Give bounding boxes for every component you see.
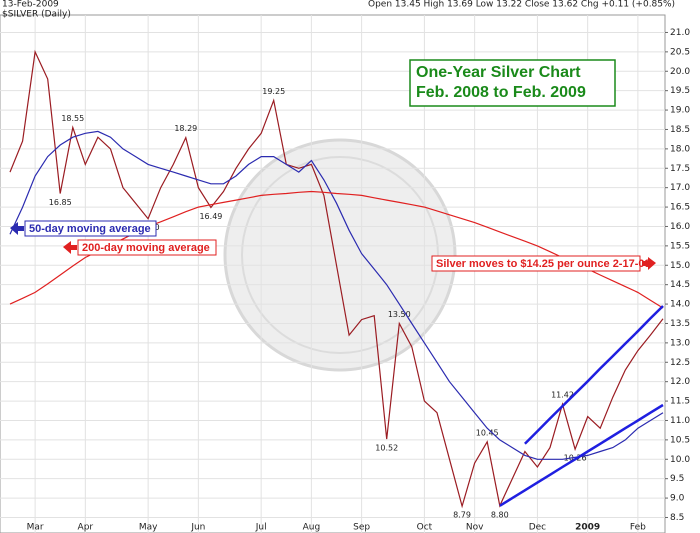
y-tick-label: 18.5 — [670, 125, 690, 135]
trend-line — [499, 403, 664, 507]
x-tick-label: Feb — [630, 523, 646, 533]
x-tick-label: Dec — [529, 523, 546, 533]
y-tick-label: 13.5 — [670, 319, 690, 329]
data-label: 10.52 — [375, 444, 398, 453]
y-tick-label: 21.0 — [670, 28, 690, 38]
x-tick-label: Mar — [27, 523, 44, 533]
y-tick-label: 14.0 — [670, 300, 690, 310]
title-box — [409, 59, 616, 107]
data-label: 11.42 — [551, 391, 574, 400]
x-tick-label: Oct — [417, 523, 433, 533]
annotation: Silver moves to $14.25 per ounce 2-17-09 — [436, 258, 651, 270]
moving-average-line — [9, 130, 664, 460]
data-label: 19.25 — [262, 87, 285, 96]
y-tick-label: 19.0 — [670, 106, 690, 116]
y-tick-label: 12.0 — [670, 377, 690, 387]
y-tick-label: 9.5 — [670, 474, 684, 484]
y-tick-label: 13.0 — [670, 338, 690, 348]
y-tick-label: 11.5 — [670, 397, 690, 407]
y-tick-label: 18.0 — [670, 144, 690, 154]
y-tick-label: 19.5 — [670, 86, 690, 96]
annotation-box — [431, 255, 641, 272]
data-label: 16.49 — [199, 212, 222, 221]
y-tick-label: 16.0 — [670, 222, 690, 232]
quote-label: Open 13.45 High 13.69 Low 13.22 Close 13… — [368, 0, 675, 10]
symbol-label: $SILVER (Daily) — [2, 10, 71, 20]
annotation: 50-day moving average — [29, 223, 151, 235]
y-tick-label: 10.0 — [670, 455, 690, 465]
data-label: 18.29 — [174, 124, 197, 133]
y-tick-label: 12.5 — [670, 358, 690, 368]
x-tick-label: 2009 — [575, 523, 600, 533]
data-label: 16.85 — [49, 198, 72, 207]
trend-line — [524, 305, 664, 445]
data-label: 10.45 — [476, 428, 499, 437]
y-tick-label: 14.5 — [670, 280, 690, 290]
price-line — [9, 49, 664, 509]
annotation-arrow — [642, 257, 656, 270]
x-tick-label: Aug — [303, 523, 321, 533]
y-tick-label: 20.0 — [670, 67, 690, 77]
x-tick-label: Sep — [353, 523, 370, 533]
data-label: 13.50 — [388, 310, 411, 319]
x-tick-label: Nov — [466, 523, 484, 533]
y-tick-label: 8.5 — [670, 513, 684, 523]
annotation: 200-day moving average — [82, 242, 210, 254]
annotation-box — [24, 220, 157, 237]
watermark-coin — [223, 138, 457, 372]
y-tick-label: 17.5 — [670, 164, 690, 174]
watermark-ring — [241, 156, 439, 354]
annotation-arrow — [63, 241, 77, 254]
x-tick-label: May — [139, 523, 158, 533]
y-tick-label: 17.0 — [670, 183, 690, 193]
chart-title: One-Year Silver Chart — [416, 64, 581, 81]
date-label: 13-Feb-2009 — [2, 0, 59, 10]
x-tick-label: Jul — [255, 523, 267, 533]
y-tick-label: 10.5 — [670, 435, 690, 445]
y-tick-label: 15.0 — [670, 261, 690, 271]
x-tick-label: Jun — [190, 523, 205, 533]
data-label: 8.79 — [453, 511, 471, 520]
data-label: 18.55 — [61, 114, 84, 123]
y-tick-label: 15.5 — [670, 241, 690, 251]
y-tick-label: 11.0 — [670, 416, 690, 426]
x-tick-label: Apr — [78, 523, 94, 533]
y-tick-label: 20.5 — [670, 47, 690, 57]
chart-subtitle: Feb. 2008 to Feb. 2009 — [416, 84, 586, 101]
marks: 16.8518.5516.2018.2916.4919.2510.5213.50… — [9, 49, 664, 520]
annotation-box — [77, 239, 217, 256]
annotation-arrow — [10, 222, 24, 235]
y-tick-label: 16.5 — [670, 203, 690, 213]
y-tick-label: 9.0 — [670, 494, 685, 504]
data-label: 8.80 — [491, 510, 509, 519]
